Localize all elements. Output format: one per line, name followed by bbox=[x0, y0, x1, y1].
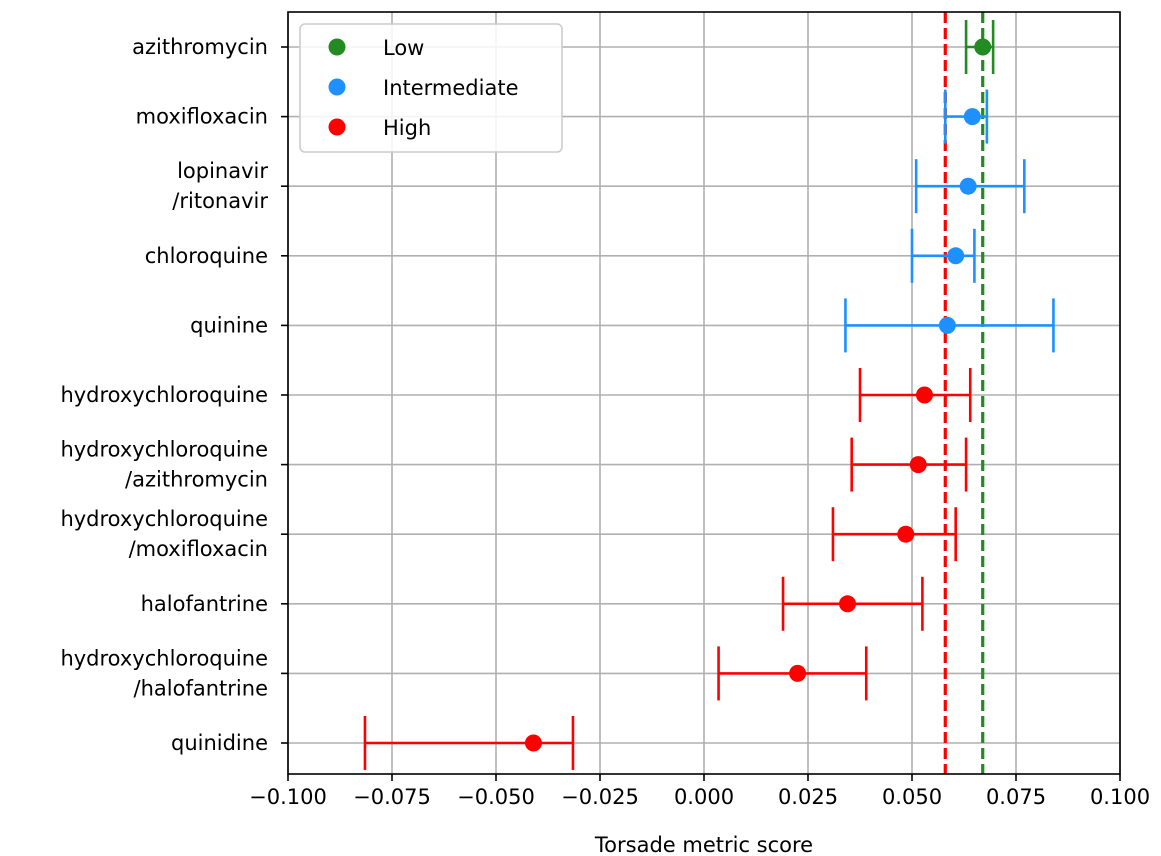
y-tick-label: quinidine bbox=[171, 731, 268, 755]
data-point bbox=[915, 386, 933, 404]
data-point bbox=[959, 177, 977, 195]
data-points bbox=[363, 20, 1055, 770]
x-tick-label: 0.025 bbox=[778, 785, 838, 809]
x-tick-label: 0.050 bbox=[882, 785, 942, 809]
data-point-group bbox=[850, 437, 968, 492]
y-axis: azithromycin moxifloxacin lopinavir/ritona… bbox=[60, 35, 288, 755]
y-tick-label: hydroxychloroquine bbox=[60, 383, 268, 407]
y-tick-label: lopinavir bbox=[177, 159, 268, 183]
x-tick-label: −0.100 bbox=[249, 785, 327, 809]
data-point bbox=[974, 38, 992, 56]
data-point bbox=[839, 595, 857, 613]
data-point-group bbox=[781, 576, 924, 631]
x-tick-label: 0.100 bbox=[1090, 785, 1150, 809]
data-point-group bbox=[831, 507, 957, 562]
y-tick-label: chloroquine bbox=[145, 244, 268, 268]
legend: Low Intermediate High bbox=[299, 23, 563, 153]
data-point-group bbox=[914, 159, 1026, 214]
data-point bbox=[789, 664, 807, 682]
x-tick-label: −0.050 bbox=[457, 785, 535, 809]
y-tick-label: hydroxychloroquine bbox=[60, 507, 268, 531]
y-tick-label: azithromycin bbox=[132, 35, 268, 59]
data-point bbox=[897, 525, 915, 543]
y-tick-label: halofantrine bbox=[141, 592, 268, 616]
x-tick-label: −0.025 bbox=[561, 785, 639, 809]
legend-marker bbox=[328, 118, 346, 136]
data-point bbox=[947, 247, 965, 265]
data-point-group bbox=[717, 646, 868, 701]
legend-box bbox=[299, 23, 563, 153]
x-tick-label: −0.075 bbox=[353, 785, 431, 809]
y-tick-label: moxifloxacin bbox=[136, 105, 268, 129]
data-point bbox=[963, 108, 981, 126]
data-point bbox=[909, 456, 927, 474]
y-tick-label: hydroxychloroquine bbox=[60, 438, 268, 462]
x-axis: −0.100 −0.075 −0.050 −0.025 0.000 0.025 0.050 0… bbox=[249, 774, 1150, 809]
y-tick-label: hydroxychloroquine bbox=[60, 646, 268, 670]
y-tick-label: /ritonavir bbox=[172, 189, 268, 213]
x-tick-label: 0.000 bbox=[674, 785, 734, 809]
data-point bbox=[938, 316, 956, 334]
y-tick-label: /halofantrine bbox=[134, 676, 268, 700]
legend-label: High bbox=[383, 116, 431, 140]
data-point-group bbox=[844, 298, 1055, 353]
data-point bbox=[524, 734, 542, 752]
data-point-group bbox=[910, 228, 976, 283]
x-axis-label: Torsade metric score bbox=[594, 833, 813, 856]
data-point-group bbox=[943, 89, 989, 144]
data-point-group bbox=[964, 20, 995, 74]
legend-label: Low bbox=[383, 36, 424, 60]
y-tick-label: quinine bbox=[190, 313, 268, 337]
legend-marker bbox=[328, 78, 346, 96]
y-tick-label: /moxifloxacin bbox=[129, 537, 268, 561]
legend-marker bbox=[328, 38, 346, 56]
y-tick-label: /azithromycin bbox=[125, 468, 268, 492]
x-tick-label: 0.075 bbox=[986, 785, 1046, 809]
data-point-group bbox=[363, 716, 575, 770]
reference-lines bbox=[943, 12, 985, 774]
data-point-group bbox=[858, 368, 972, 422]
legend-label: Intermediate bbox=[383, 76, 519, 100]
